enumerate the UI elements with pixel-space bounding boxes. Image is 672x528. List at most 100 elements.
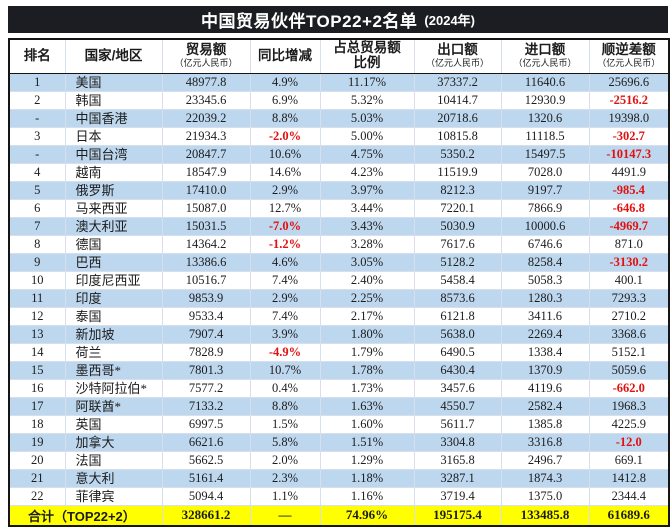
cell-balance: 871.0 (588, 234, 670, 254)
table-row: 10 印度尼西亚 10516.7 7.4% 2.40% 5458.4 5058.3 400.1 (8, 270, 670, 290)
cell-export: 10815.8 (413, 126, 502, 146)
cell-export: 7617.6 (413, 234, 502, 254)
cell-rank: 16 (8, 378, 66, 398)
table-row: 9 巴西 13386.6 4.6% 3.05% 5128.2 8258.4 -3130.2 (8, 252, 670, 272)
cell-share: 4.23% (319, 162, 415, 182)
cell-rank: 9 (8, 252, 66, 272)
cell-import: 1320.6 (500, 108, 590, 128)
cell-rank: 3 (8, 126, 66, 146)
total-yoy: — (249, 504, 321, 526)
cell-export: 5030.9 (413, 216, 502, 236)
cell-yoy: 8.8% (249, 396, 321, 416)
cell-share: 3.44% (319, 198, 415, 218)
header-trade: 贸易额 （亿元人民币） (161, 38, 251, 74)
cell-export: 11519.9 (413, 162, 502, 182)
cell-share: 4.75% (319, 144, 415, 164)
cell-share: 1.29% (319, 450, 415, 470)
cell-trade: 7801.3 (161, 360, 251, 380)
cell-share: 1.63% (319, 396, 415, 416)
cell-share: 1.73% (319, 378, 415, 398)
cell-import: 6746.6 (500, 234, 590, 254)
header-balance: 顺逆差额 （亿元人民币） (588, 38, 670, 74)
cell-share: 5.03% (319, 108, 415, 128)
cell-import: 10000.6 (500, 216, 590, 236)
table-row: 12 泰国 9533.4 7.4% 2.17% 6121.8 3411.6 2710.2 (8, 306, 670, 326)
cell-import: 1338.4 (500, 342, 590, 362)
cell-yoy: 1.5% (249, 414, 321, 434)
cell-export: 3287.1 (413, 468, 502, 488)
cell-rank: 13 (8, 324, 66, 344)
cell-rank: - (8, 144, 66, 164)
cell-rank: 18 (8, 414, 66, 434)
cell-export: 3165.8 (413, 450, 502, 470)
table-row: 2 韩国 23345.6 6.9% 5.32% 10414.7 12930.9 -2516.2 (8, 90, 670, 110)
cell-rank: 19 (8, 432, 66, 452)
cell-share: 3.05% (319, 252, 415, 272)
cell-share: 1.78% (319, 360, 415, 380)
cell-yoy: 7.4% (249, 306, 321, 326)
cell-country: 菲律宾 (64, 486, 163, 506)
table-row: 18 英国 6997.5 1.5% 1.60% 5611.7 1385.8 4225.9 (8, 414, 670, 434)
cell-import: 1874.3 (500, 468, 590, 488)
cell-rank: 11 (8, 288, 66, 308)
cell-balance: 5152.1 (588, 342, 670, 362)
total-trade: 328661.2 (161, 504, 251, 526)
table-row: 16 沙特阿拉伯* 7577.2 0.4% 1.73% 3457.6 4119.6 -662.… (8, 378, 670, 398)
table-title: 中国贸易伙伴TOP22+2名单 (200, 12, 418, 31)
cell-export: 3304.8 (413, 432, 502, 452)
cell-share: 5.32% (319, 90, 415, 110)
cell-export: 3719.4 (413, 486, 502, 506)
cell-country: 美国 (64, 72, 163, 92)
cell-trade: 7133.2 (161, 396, 251, 416)
table-row: 6 马来西亚 15087.0 12.7% 3.44% 7220.1 7866.9 -646.8 (8, 198, 670, 218)
cell-balance: 2710.2 (588, 306, 670, 326)
cell-rank: 17 (8, 396, 66, 416)
cell-balance: 1968.3 (588, 396, 670, 416)
cell-balance: 5059.6 (588, 360, 670, 380)
cell-country: 德国 (64, 234, 163, 254)
total-row: 合计（TOP22+2） 328661.2—74.96% 195175.4 133485… (8, 504, 670, 526)
cell-balance: 400.1 (588, 270, 670, 290)
cell-rank: 8 (8, 234, 66, 254)
table-row: 3 日本 21934.3 -2.0% 5.00% 10815.8 11118.5 -302.7 (8, 126, 670, 146)
cell-yoy: 0.4% (249, 378, 321, 398)
cell-balance: -3130.2 (588, 252, 670, 272)
cell-import: 5058.3 (500, 270, 590, 290)
cell-yoy: 12.7% (249, 198, 321, 218)
header-country: 国家/地区 (64, 38, 163, 74)
cell-country: 荷兰 (64, 342, 163, 362)
table-title-year: (2024年) (424, 13, 476, 28)
cell-rank: 6 (8, 198, 66, 218)
cell-import: 9197.7 (500, 180, 590, 200)
cell-rank: 1 (8, 72, 66, 92)
cell-trade: 9853.9 (161, 288, 251, 308)
table-row: 14 荷兰 7828.9 -4.9% 1.79% 6490.5 1338.4 5152.1 (8, 342, 670, 362)
cell-trade: 15087.0 (161, 198, 251, 218)
cell-share: 5.00% (319, 126, 415, 146)
cell-export: 6121.8 (413, 306, 502, 326)
cell-balance: -302.7 (588, 126, 670, 146)
table-body: 1 美国 48977.8 4.9% 11.17% 37337.2 11640.6 25696.… (8, 72, 670, 506)
cell-balance: 2344.4 (588, 486, 670, 506)
cell-yoy: 6.9% (249, 90, 321, 110)
cell-export: 7220.1 (413, 198, 502, 218)
cell-trade: 7577.2 (161, 378, 251, 398)
cell-import: 2582.4 (500, 396, 590, 416)
cell-export: 8212.3 (413, 180, 502, 200)
total-export: 195175.4 (413, 504, 502, 526)
cell-import: 11118.5 (500, 126, 590, 146)
table-row: 4 越南 18547.9 14.6% 4.23% 11519.9 7028.0 4491.9 (8, 162, 670, 182)
total-share: 74.96% (319, 504, 415, 526)
cell-share: 1.60% (319, 414, 415, 434)
cell-export: 20718.6 (413, 108, 502, 128)
cell-country: 法国 (64, 450, 163, 470)
cell-share: 1.79% (319, 342, 415, 362)
cell-share: 2.25% (319, 288, 415, 308)
table-row: 11 印度 9853.9 2.9% 2.25% 8573.6 1280.3 7293.3 (8, 288, 670, 308)
cell-country: 中国香港 (64, 108, 163, 128)
cell-rank: 12 (8, 306, 66, 326)
cell-rank: 7 (8, 216, 66, 236)
cell-import: 1280.3 (500, 288, 590, 308)
cell-export: 10414.7 (413, 90, 502, 110)
cell-country: 泰国 (64, 306, 163, 326)
